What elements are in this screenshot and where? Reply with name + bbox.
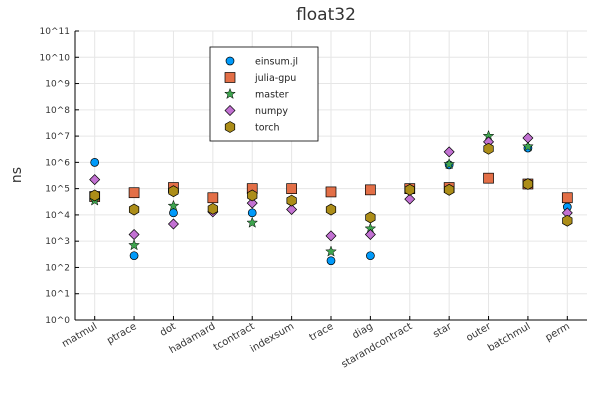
series-numpy [89, 132, 573, 242]
data-point [483, 172, 494, 184]
legend-entry: master [255, 90, 289, 101]
legend-marker [224, 105, 236, 116]
data-point [89, 189, 100, 202]
legend-entry: julia-gpu [254, 73, 296, 84]
data-point [325, 203, 337, 216]
data-point [169, 208, 178, 218]
data-point [128, 187, 140, 199]
data-point [366, 251, 375, 261]
data-point [325, 245, 337, 257]
data-point [128, 203, 140, 216]
data-point [128, 239, 140, 251]
data-point [167, 218, 179, 230]
data-point [522, 140, 534, 152]
legend-entry: torch [255, 123, 279, 134]
x-tick-label: outer [464, 321, 493, 344]
series-master [88, 129, 534, 257]
y-tick-label: 10^10 [40, 53, 71, 63]
axes [74, 30, 587, 321]
data-point [325, 186, 337, 198]
x-tick-label: trace [308, 321, 336, 343]
legend: einsum.jl julia-gpu master numpy torch [209, 46, 319, 142]
data-point [522, 132, 534, 144]
x-tick-labels: matmul ptrace dothadamardtcontractindexsum… [60, 321, 572, 371]
data-point [326, 256, 336, 266]
data-point [325, 230, 337, 242]
data-point [246, 216, 259, 228]
data-point [207, 202, 218, 215]
y-axis-label: ns [9, 167, 25, 183]
data-point [404, 193, 416, 205]
y-tick-label: 10^8 [45, 106, 70, 116]
x-tick-label: star [431, 321, 454, 341]
data-point [522, 178, 534, 190]
data-point [443, 158, 456, 170]
data-point [286, 204, 298, 216]
data-point [128, 228, 140, 240]
series-torch [89, 142, 573, 227]
data-point [286, 183, 297, 194]
legend-marker [225, 56, 235, 66]
data-point [443, 146, 455, 158]
data-point [365, 211, 376, 224]
x-tick-label: starandcontract [340, 321, 415, 370]
x-tick-label: indexsum [248, 321, 296, 355]
y-tick-label: 10^5 [45, 185, 70, 195]
data-point [561, 192, 573, 204]
data-point [247, 208, 257, 218]
data-point [483, 142, 494, 155]
data-point [168, 185, 179, 198]
data-point [167, 199, 180, 211]
data-point [364, 228, 376, 240]
y-tick-label: 10^7 [45, 132, 70, 142]
data-point [247, 189, 258, 202]
grid-lines [75, 30, 587, 321]
data-point [286, 194, 297, 207]
legend-marker [224, 87, 236, 100]
y-tick-label: 10^4 [45, 211, 70, 221]
chart-title: float32 [296, 5, 356, 25]
y-tick-label: 10^11 [40, 27, 70, 37]
data-point [562, 214, 573, 227]
x-tick-label: dot [158, 321, 178, 339]
y-tick-label: 10^3 [45, 237, 70, 247]
x-tick-label: batchmul [486, 321, 532, 354]
x-tick-label: diag [351, 321, 375, 341]
x-tick-label: ptrace [105, 321, 138, 347]
data-point [129, 251, 139, 261]
data-point [365, 184, 376, 196]
y-tick-label: 10^6 [45, 158, 70, 168]
data-point [90, 158, 100, 167]
y-tick-label: 10^9 [45, 80, 70, 90]
data-points [88, 129, 573, 266]
y-tick-label: 10^2 [45, 263, 70, 273]
legend-marker [224, 121, 236, 133]
y-tick-label: 10^1 [45, 290, 70, 300]
legend-entry: einsum.jl [255, 57, 298, 68]
y-tick-label: 10^0 [45, 316, 70, 326]
x-tick-label: perm [544, 321, 572, 344]
data-point [404, 183, 415, 196]
data-point [207, 192, 219, 204]
legend-entry: numpy [255, 106, 288, 117]
data-point [89, 174, 101, 186]
legend-marker [224, 72, 236, 83]
data-point [444, 183, 455, 196]
y-tick-labels: 10^0 10^1 10^2 10^3 10^4 10^5 10^6 10^7 10^8 10^9… [40, 27, 71, 326]
data-point [246, 197, 258, 209]
